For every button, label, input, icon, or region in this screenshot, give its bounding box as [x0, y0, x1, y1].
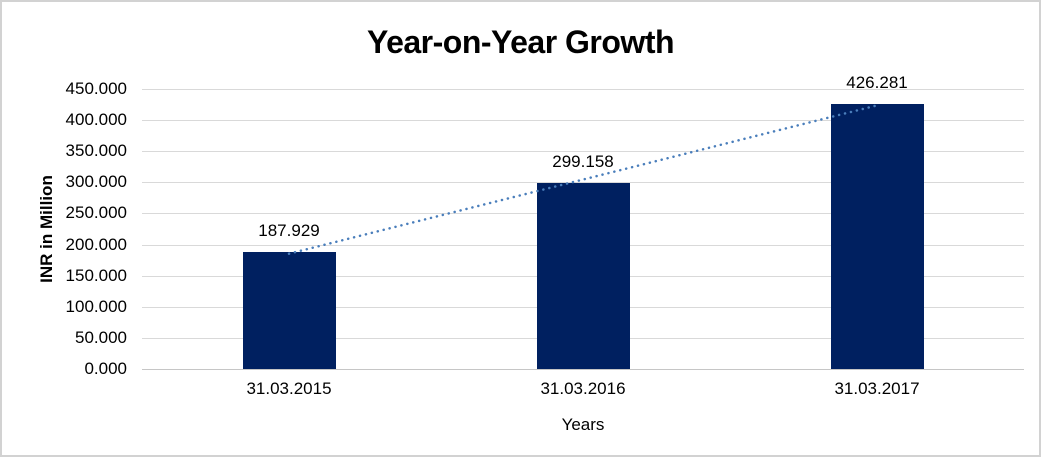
bar-series: 187.929 299.158 426.281 — [142, 73, 1024, 369]
x-tick-label: 31.03.2016 — [540, 379, 626, 398]
gridline — [142, 89, 1024, 90]
bar-data-label: 299.158 — [552, 152, 614, 171]
y-tick-label: 100.000 — [65, 297, 127, 316]
bar — [537, 183, 630, 369]
y-tick-label: 300.000 — [65, 172, 127, 191]
bar-data-label: 426.281 — [846, 73, 908, 92]
y-tick-label: 350.000 — [65, 141, 127, 160]
y-tick-label: 450.000 — [65, 79, 127, 98]
y-tick-label: 0.000 — [84, 359, 127, 378]
x-axis-line — [142, 369, 1024, 370]
x-tick-label: 31.03.2015 — [246, 379, 332, 398]
bar — [831, 104, 924, 369]
x-axis-title: Years — [561, 415, 605, 434]
y-tick-label: 150.000 — [65, 266, 127, 285]
bar-data-label: 187.929 — [258, 221, 320, 240]
bar — [243, 252, 336, 369]
y-axis-tick-labels: 450.000 400.000 350.000 300.000 250.000 200.0… — [2, 79, 132, 378]
y-tick-label: 400.000 — [65, 110, 127, 129]
x-tick-label: 31.03.2017 — [834, 379, 920, 398]
y-tick-label: 200.000 — [65, 235, 127, 254]
plot-area: 187.929 299.158 426.281 — [142, 73, 1024, 370]
x-axis-tick-labels: 31.03.2015 31.03.2016 31.03.2017 — [142, 379, 1024, 401]
chart-title: Year-on-Year Growth — [366, 24, 675, 60]
y-tick-label: 250.000 — [65, 203, 127, 222]
y-tick-label: 50.000 — [75, 328, 127, 347]
